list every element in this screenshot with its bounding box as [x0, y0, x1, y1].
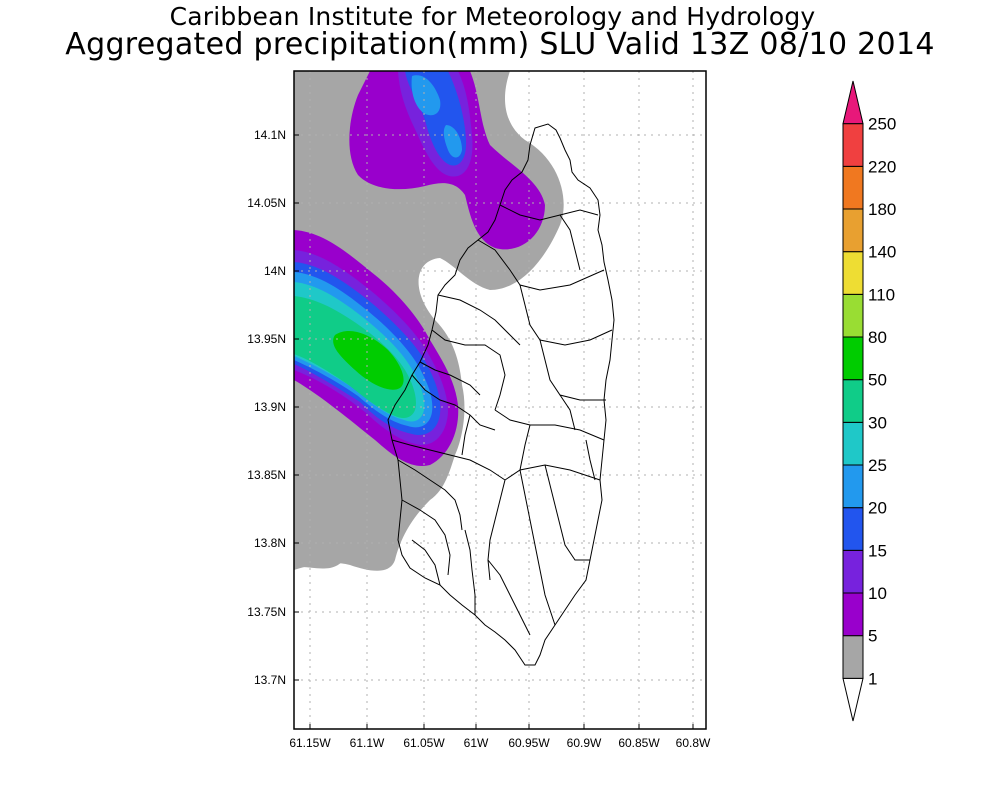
chart-subtitle: Aggregated precipitation(mm) SLU Valid 1…: [65, 27, 935, 62]
latitude-axis: 14.1N 14.05N 14N 13.95N 13.9N 13.85N 13.…: [247, 128, 286, 687]
lat-tick-label: 13.75N: [247, 605, 286, 619]
colorbar-segment: [842, 379, 864, 423]
lon-tick-label: 60.9W: [567, 736, 602, 750]
lon-tick-label: 60.95W: [508, 736, 550, 750]
precip-contour-50mm-south: [333, 330, 404, 390]
lat-tick-label: 13.7N: [254, 673, 286, 687]
precip-contour-1mm-south: [294, 505, 350, 569]
precipitation-field: [294, 71, 564, 571]
colorbar-segment: [842, 592, 864, 637]
colorbar-segment: [842, 635, 864, 679]
lon-tick-label: 60.85W: [618, 736, 660, 750]
lat-tick-label: 14N: [264, 264, 286, 278]
lat-tick-label: 13.85N: [247, 468, 286, 482]
colorbar-segment: [842, 507, 864, 551]
chart-title: Caribbean Institute for Meteorology and …: [169, 2, 816, 31]
lon-tick-label: 61.1W: [350, 736, 385, 750]
colorbar-label: 220: [868, 157, 896, 176]
colorbar-label: 20: [868, 499, 887, 518]
colorbar-label: 10: [868, 584, 887, 603]
lat-tick-label: 14.1N: [254, 128, 286, 142]
lat-tick-label: 14.05N: [247, 196, 286, 210]
colorbar-segment: [842, 251, 864, 295]
colorbar-segment: [842, 208, 864, 253]
lat-tick-label: 13.95N: [247, 332, 286, 346]
precip-contour-20mm-north-b: [443, 125, 462, 158]
colorbar-segment: [842, 336, 864, 381]
colorbar-segment: [842, 549, 864, 594]
colorbar-segment: [842, 293, 864, 338]
colorbar-label: 5: [868, 627, 877, 646]
colorbar-bottom-triangle: [842, 677, 864, 722]
colorbar-segment: [842, 165, 864, 210]
colorbar-segment: [842, 464, 864, 509]
precip-contour-20mm-north: [411, 75, 441, 116]
colorbar-label: 30: [868, 413, 887, 432]
colorbar-label: 1: [868, 669, 877, 688]
colorbar-label: 80: [868, 328, 887, 347]
lon-tick-label: 61W: [464, 736, 489, 750]
plot-frame: [293, 70, 707, 730]
colorbar-label: 15: [868, 541, 887, 560]
longitude-axis: 61.15W 61.1W 61.05W 61W 60.95W 60.9W 60.…: [289, 736, 711, 750]
colorbar-top-triangle: [842, 80, 864, 125]
lat-tick-label: 13.8N: [254, 536, 286, 550]
island-outline: [387, 123, 615, 666]
lon-tick-label: 61.05W: [403, 736, 445, 750]
colorbar-label: 110: [868, 285, 895, 304]
colorbar-label: 25: [868, 456, 887, 475]
colorbar-label: 180: [868, 200, 896, 219]
colorbar-label: 250: [868, 115, 896, 134]
colorbar-label: 140: [868, 243, 896, 262]
colorbar-segment: [842, 123, 864, 167]
colorbar-segment: [842, 421, 864, 466]
colorbar-label: 50: [868, 371, 887, 390]
lon-tick-label: 61.15W: [289, 736, 331, 750]
lon-tick-label: 60.8W: [676, 736, 711, 750]
lat-tick-label: 13.9N: [254, 400, 286, 414]
